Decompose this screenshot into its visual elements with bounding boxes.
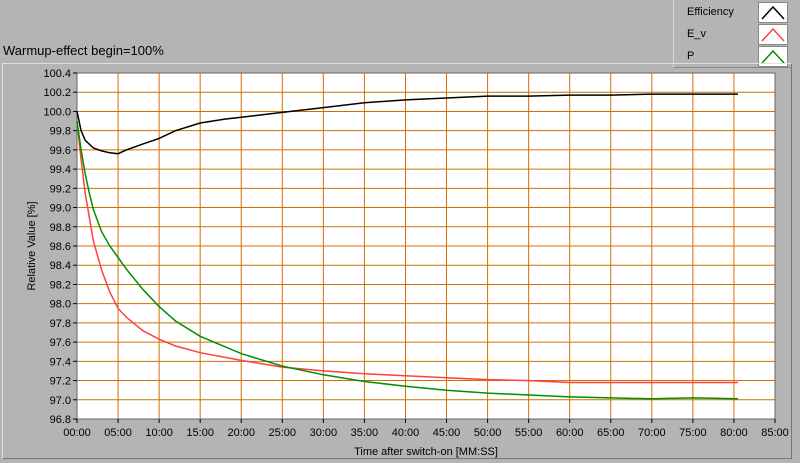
- x-tick-label: 50:00: [474, 427, 502, 439]
- series-line-p: [76, 120, 739, 400]
- x-tick-label: 00:00: [63, 427, 91, 439]
- legend-swatch-icon: [758, 2, 788, 23]
- x-tick-label: 60:00: [556, 427, 584, 439]
- y-tick-label: 98.4: [50, 260, 71, 272]
- x-tick-label: 15:00: [186, 427, 214, 439]
- x-tick-label: 05:00: [104, 427, 132, 439]
- chart-title: Warmup-effect begin=100%: [3, 43, 164, 58]
- y-tick-label: 98.2: [50, 279, 71, 291]
- x-tick-label: 10:00: [145, 427, 173, 439]
- y-tick-label: 98.8: [50, 222, 71, 234]
- x-tick-label: 55:00: [515, 427, 543, 439]
- y-tick-label: 97.6: [50, 337, 71, 349]
- y-tick-label: 97.8: [50, 318, 71, 330]
- y-tick-label: 100.0: [43, 106, 71, 118]
- y-tick-label: 97.0: [50, 395, 71, 407]
- legend: Efficiency E_v P: [673, 0, 791, 68]
- y-tick-label: 96.8: [50, 414, 71, 426]
- x-tick-label: 85:00: [761, 427, 789, 439]
- legend-swatch-icon: [758, 46, 788, 67]
- x-tick-label: 65:00: [597, 427, 625, 439]
- x-tick-label: 75:00: [679, 427, 707, 439]
- legend-item-p[interactable]: P: [674, 45, 791, 67]
- x-tick-label: 25:00: [269, 427, 297, 439]
- y-tick-label: 100.4: [43, 68, 71, 80]
- x-tick-label: 30:00: [310, 427, 338, 439]
- legend-item-efficiency[interactable]: Efficiency: [674, 1, 791, 23]
- legend-label: P: [687, 50, 695, 62]
- x-tick-label: 20:00: [227, 427, 255, 439]
- legend-label: E_v: [687, 28, 706, 40]
- plot-frame: [2, 63, 792, 459]
- y-tick-label: 100.2: [43, 87, 71, 99]
- x-tick-label: 35:00: [351, 427, 379, 439]
- x-tick-label: 70:00: [638, 427, 666, 439]
- y-axis-label: Relative Value [%]: [26, 201, 38, 290]
- y-tick-label: 99.8: [50, 126, 71, 138]
- y-tick-label: 98.6: [50, 241, 71, 253]
- y-tick-label: 97.4: [50, 356, 71, 368]
- x-tick-label: 40:00: [392, 427, 420, 439]
- legend-item-e-v[interactable]: E_v: [674, 23, 791, 45]
- series-line-efficiency: [76, 93, 738, 155]
- series-line-e-v: [76, 121, 738, 384]
- y-tick-label: 97.2: [50, 376, 71, 388]
- legend-label: Efficiency: [687, 6, 734, 18]
- x-tick-label: 80:00: [720, 427, 748, 439]
- y-tick-label: 99.4: [50, 164, 71, 176]
- x-tick-label: 45:00: [433, 427, 461, 439]
- y-tick-label: 99.6: [50, 145, 71, 157]
- y-tick-label: 99.2: [50, 183, 71, 195]
- y-tick-label: 99.0: [50, 203, 71, 215]
- legend-swatch-icon: [758, 24, 788, 45]
- y-tick-label: 98.0: [50, 299, 71, 311]
- x-axis-label: Time after switch-on [MM:SS]: [354, 446, 498, 458]
